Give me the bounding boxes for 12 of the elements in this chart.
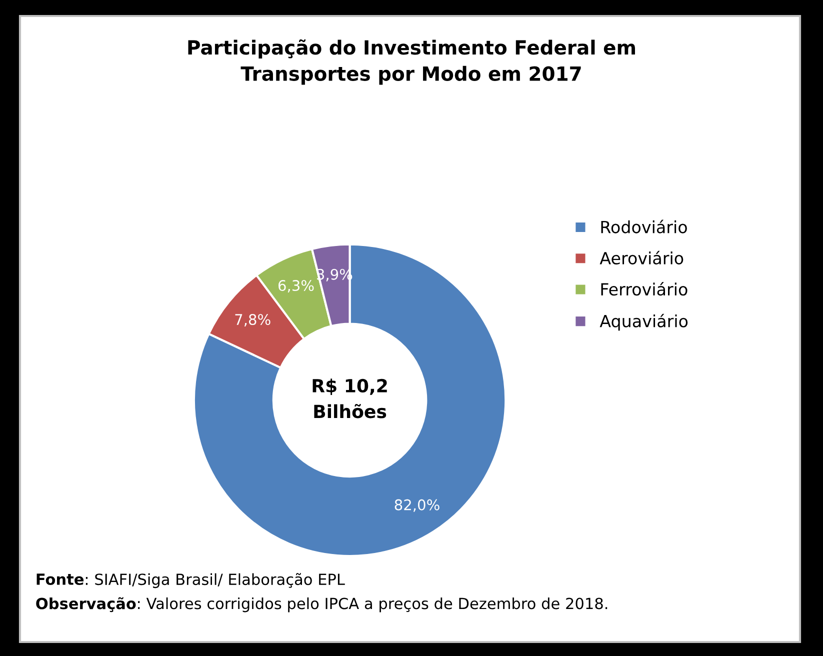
legend-label: Rodoviário (601, 220, 687, 234)
data-label: 6,3% (278, 280, 314, 293)
legend-label: Aeroviário (600, 250, 684, 264)
text: Observação: Valores corrigidos pelo IPCA a preços de Dezembro de 2018. (36, 597, 608, 612)
data-label: 7,8% (235, 314, 270, 327)
legend-label: Ferroviário (601, 282, 688, 296)
chart-title: Participação do Investimento Federal em Transportes por Modo em 2017 (188, 39, 635, 85)
legend-label: Aquaviário (600, 314, 688, 331)
donut-slice (192, 243, 507, 558)
source-note: Fonte: SIAFI/Siga Brasil/ Elaboração EPL (36, 573, 345, 588)
text: R$ 10,2 Bilhões (312, 378, 387, 418)
data-label: 82,0% (394, 499, 440, 512)
